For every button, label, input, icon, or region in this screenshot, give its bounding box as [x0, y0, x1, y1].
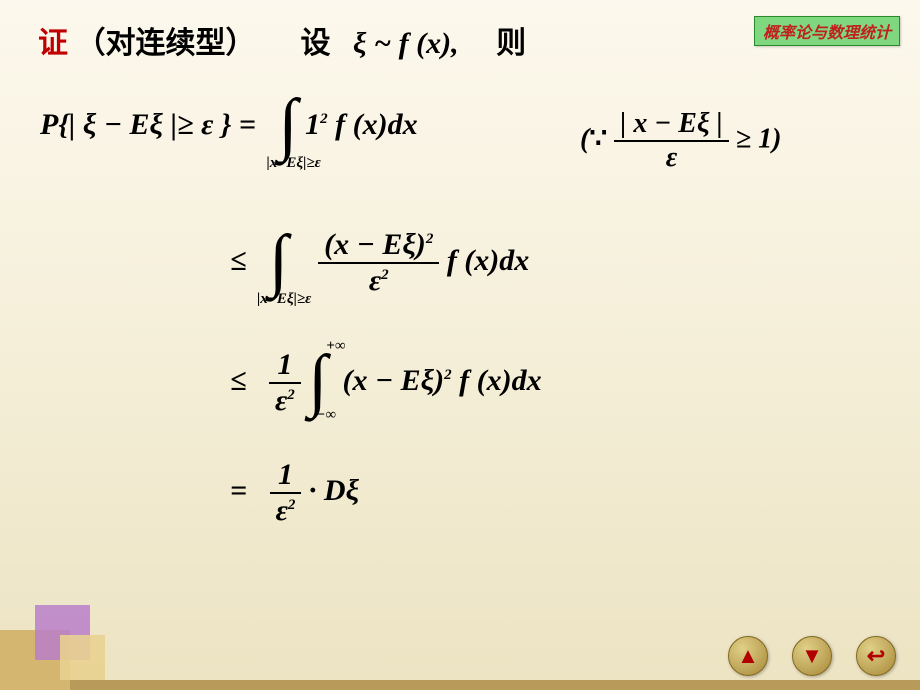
deco-square-3 [60, 635, 105, 680]
fxdx: f (x)dx [335, 108, 417, 141]
equation-row-1: P{| ξ − Eξ |≥ ε } = ∫ |x−Eξ|≥ε 12 f (x)d… [40, 108, 418, 144]
int-lower-limit: |x−Eξ|≥ε [266, 155, 320, 172]
equation-row-4: = 1 ε2 · Dξ [230, 460, 359, 526]
equation-row-2: ≤ ∫ |x−Eξ|≥ε (x − Eξ)2 ε2 f (x)dx [230, 230, 529, 296]
condition-text: 对连续型 [106, 27, 226, 60]
fxdx: f (x)dx [452, 364, 542, 397]
fraction: (x − Eξ)2 ε2 [318, 230, 439, 296]
frac-num: 1 [269, 350, 301, 384]
nav-return-button[interactable]: ↩ [856, 636, 896, 676]
ge-one: ≥ 1) [736, 123, 782, 154]
then-text: 则 [496, 27, 526, 60]
nav-down-button[interactable]: ▼ [792, 636, 832, 676]
frac-num: 1 [270, 460, 302, 494]
proof-header-line: 证 （对连续型） 设 ξ ~ f (x), 则 [38, 18, 526, 62]
frac-den: ε [614, 142, 729, 172]
tilde: ~ [366, 27, 398, 60]
frac-den: ε2 [269, 384, 301, 416]
lhs: P{| ξ − Eξ |≥ ε } = [40, 108, 256, 141]
fraction: 1 ε2 [270, 460, 302, 526]
fxdx: f (x)dx [447, 244, 529, 277]
int-lower-limit: −∞ [316, 407, 336, 424]
le: ≤ [230, 244, 246, 277]
le: ≤ [230, 364, 246, 397]
slide: 概率论与数理统计 证 （对连续型） 设 ξ ~ f (x), 则 P{| ξ −… [0, 0, 920, 690]
int-lower-limit: |x−Eξ|≥ε [257, 291, 311, 308]
fx: f (x), [399, 27, 459, 60]
frac-num: (x − Eξ)2 [318, 230, 439, 264]
body: (x − Eξ) [342, 364, 444, 397]
frac-den: ε2 [318, 264, 439, 296]
proof-label: 证 [38, 27, 68, 60]
equation-row-3: ≤ 1 ε2 ∫ +∞ −∞ (x − Eξ)2 f (x)dx [230, 350, 542, 416]
xi-symbol: ξ [353, 27, 366, 60]
one-sup: 2 [320, 111, 328, 127]
dot: · [309, 474, 324, 507]
because-clause: (∵ | x − Eξ | ε ≥ 1) [580, 110, 781, 172]
because-icon: ∵ [589, 123, 607, 154]
paren-open: （ [76, 27, 106, 60]
one: 1 [305, 108, 320, 141]
nav-up-button[interactable]: ▲ [728, 636, 768, 676]
paren-close: ） [226, 27, 256, 60]
fraction: 1 ε2 [269, 350, 301, 416]
int-upper-limit: +∞ [326, 338, 345, 355]
course-title-tag: 概率论与数理统计 [754, 16, 900, 46]
frac-den: ε2 [270, 494, 302, 526]
d-xi: Dξ [324, 474, 359, 507]
fraction: | x − Eξ | ε [614, 110, 729, 172]
body-sup: 2 [444, 367, 452, 383]
nav-buttons: ▲ ▼ ↩ [728, 636, 896, 676]
let-text: 设 [301, 27, 331, 60]
frac-num: | x − Eξ | [614, 110, 729, 142]
eq: = [230, 474, 247, 507]
open-paren: ( [580, 123, 589, 154]
deco-bar [0, 680, 920, 690]
